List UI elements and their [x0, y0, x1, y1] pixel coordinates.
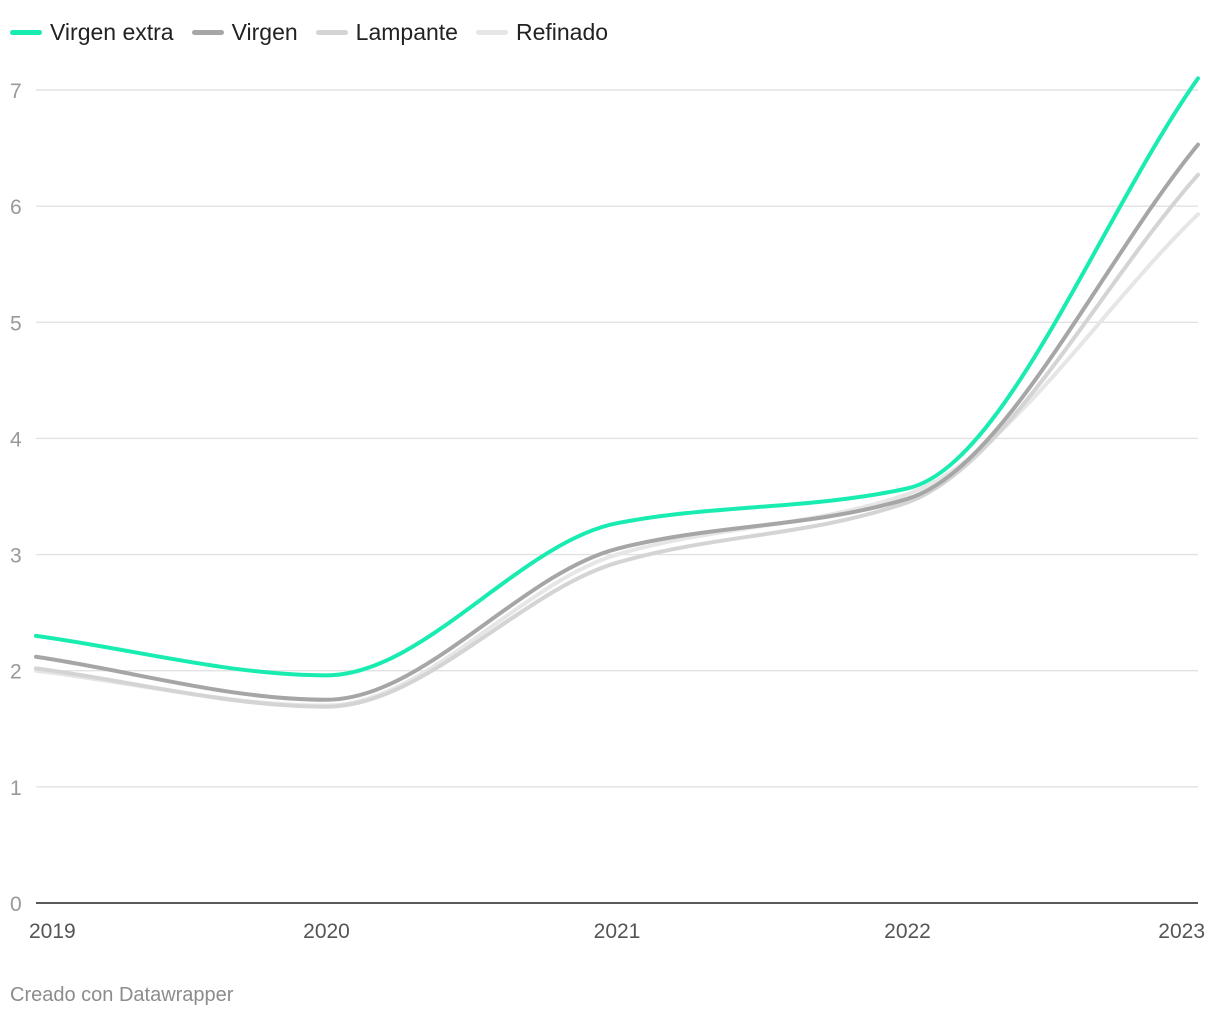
y-tick-label-4: 4	[10, 428, 22, 451]
legend-swatch-virgen	[191, 29, 224, 35]
y-tick-label-7: 7	[10, 80, 22, 103]
x-tick-label-2020: 2020	[303, 920, 350, 943]
legend-label-virgen-extra: Virgen extra	[50, 18, 174, 45]
x-tick-label-2023: 2023	[1158, 920, 1205, 943]
legend-swatch-refinado	[475, 29, 508, 35]
legend-label-refinado: Refinado	[515, 18, 609, 45]
y-tick-label-6: 6	[10, 196, 22, 219]
series-line-lampante	[34, 172, 1200, 709]
legend-item-virgen-extra: Virgen extra	[10, 19, 174, 46]
line-chart: 0 1 2 3 4 5 6 7 2019 2020 2021 2022 2023	[10, 76, 1205, 943]
x-tick-label-2021: 2021	[594, 920, 641, 943]
series-line-virgen-extra	[34, 76, 1200, 678]
y-tick-label-1: 1	[10, 777, 22, 800]
legend-item-virgen: Virgen	[191, 18, 298, 46]
y-tick-label-2: 2	[10, 661, 22, 684]
legend-swatch-lampante	[315, 29, 348, 35]
legend-item-lampante: Lampante	[315, 18, 458, 46]
y-tick-label-3: 3	[10, 545, 22, 568]
x-tick-label-2022: 2022	[884, 920, 931, 943]
y-tick-label-5: 5	[10, 312, 22, 335]
chart-legend: Virgen extra Virgen Lampante Refinado	[10, 14, 626, 50]
series-line-refinado	[34, 212, 1200, 708]
series-line-virgen	[34, 142, 1200, 702]
x-tick-label-2019: 2019	[29, 920, 76, 943]
legend-swatch-virgen-extra	[10, 29, 42, 35]
legend-label-lampante: Lampante	[355, 18, 458, 45]
datawrapper-credit: Creado con Datawrapper	[10, 984, 234, 1006]
legend-label-virgen: Virgen	[231, 18, 298, 45]
y-tick-label-0: 0	[10, 893, 22, 916]
legend-item-refinado: Refinado	[475, 18, 609, 46]
